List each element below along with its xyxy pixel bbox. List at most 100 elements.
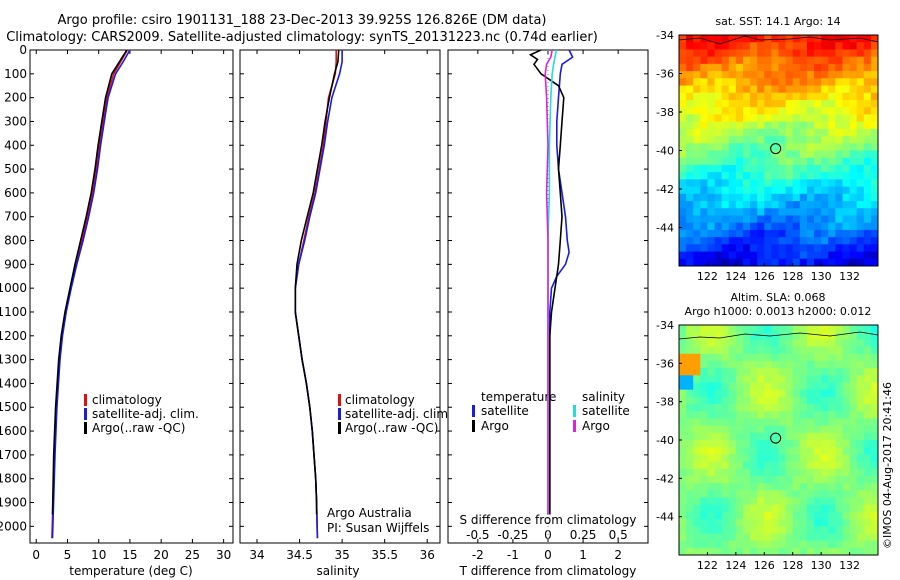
heatmap-cell bbox=[821, 475, 829, 484]
heatmap-cell bbox=[849, 85, 858, 94]
heatmap-cell bbox=[849, 353, 858, 362]
legend-argo: Argo(..raw -QC) bbox=[345, 421, 438, 435]
heatmap-cell bbox=[870, 186, 879, 195]
heatmap-cell bbox=[806, 346, 815, 355]
heatmap-cell bbox=[735, 511, 744, 520]
heatmap-cell bbox=[821, 461, 829, 470]
depth-tick-label: 1100 bbox=[0, 305, 27, 319]
heatmap-cell bbox=[870, 533, 879, 542]
heatmap-cell bbox=[771, 143, 779, 151]
heatmap-cell bbox=[764, 85, 772, 94]
heatmap-cell bbox=[792, 540, 801, 549]
heatmap-cell bbox=[750, 440, 758, 448]
heatmap-cell bbox=[686, 186, 694, 195]
x-tick-label: 2 bbox=[614, 548, 622, 562]
heatmap-cell bbox=[785, 208, 794, 216]
heatmap-cell bbox=[785, 215, 794, 224]
heatmap-cell bbox=[856, 389, 865, 398]
heatmap-cell bbox=[714, 193, 723, 202]
heatmap-cell bbox=[792, 63, 801, 72]
heatmap-cell bbox=[849, 533, 858, 542]
heatmap-cell bbox=[728, 150, 737, 159]
heatmap-cell bbox=[785, 440, 794, 448]
heatmap-cell bbox=[814, 396, 822, 405]
heatmap-cell bbox=[707, 483, 715, 491]
heatmap-cell bbox=[814, 215, 822, 224]
heatmap-cell bbox=[828, 411, 836, 419]
heatmap-cell bbox=[721, 244, 730, 252]
heatmap-cell bbox=[742, 85, 751, 94]
heatmap-cell bbox=[693, 389, 701, 398]
heatmap-cell bbox=[821, 222, 829, 231]
heatmap-cell bbox=[771, 454, 779, 462]
heatmap-cell bbox=[700, 447, 708, 455]
heatmap-cell bbox=[721, 71, 730, 79]
heatmap-cell bbox=[742, 475, 751, 484]
heatmap-cell bbox=[785, 179, 794, 187]
heatmap-cell bbox=[863, 244, 872, 252]
heatmap-cell bbox=[750, 404, 758, 412]
heatmap-cell bbox=[764, 229, 772, 238]
map-x-tick-label: 128 bbox=[782, 559, 803, 572]
heatmap-cell bbox=[814, 533, 822, 542]
heatmap-cell bbox=[757, 375, 765, 383]
heatmap-cell bbox=[728, 258, 737, 267]
heatmap-cell bbox=[814, 382, 822, 391]
heatmap-cell bbox=[707, 121, 715, 130]
heatmap-cell bbox=[849, 440, 858, 448]
heatmap-cell bbox=[721, 150, 730, 159]
heatmap-cell bbox=[742, 186, 751, 195]
heatmap-cell bbox=[750, 186, 758, 195]
heatmap-cell bbox=[700, 136, 708, 144]
heatmap-cell bbox=[721, 193, 730, 202]
heatmap-cell bbox=[757, 143, 765, 151]
heatmap-cell bbox=[771, 540, 779, 549]
heatmap-cell bbox=[750, 49, 758, 58]
heatmap-cell bbox=[700, 504, 708, 513]
heatmap-cell bbox=[764, 368, 772, 376]
heatmap-cell bbox=[821, 244, 829, 252]
heatmap-cell bbox=[750, 42, 758, 50]
heatmap-cell bbox=[828, 490, 836, 498]
heatmap-cell bbox=[856, 468, 865, 477]
heatmap-cell bbox=[785, 396, 794, 405]
heatmap-cell bbox=[714, 360, 723, 369]
heatmap-cell bbox=[806, 157, 815, 166]
heatmap-cell bbox=[821, 468, 829, 477]
heatmap-cell bbox=[707, 71, 715, 79]
heatmap-cell bbox=[721, 540, 730, 549]
heatmap-cell bbox=[735, 440, 744, 448]
heatmap-cell bbox=[806, 490, 815, 498]
heatmap-cell bbox=[700, 526, 708, 534]
heatmap-cell bbox=[714, 497, 723, 506]
heatmap-cell bbox=[799, 42, 808, 50]
heatmap-cell bbox=[778, 172, 787, 180]
heatmap-cell bbox=[821, 418, 829, 427]
heatmap-cell bbox=[849, 483, 858, 491]
heatmap-cell bbox=[785, 114, 794, 123]
heatmap-cell bbox=[714, 526, 723, 534]
heatmap-cell bbox=[728, 172, 737, 180]
heatmap-cell bbox=[686, 85, 694, 94]
heatmap-cell bbox=[728, 511, 737, 520]
temperature-legend: climatology satellite-adj. clim. Argo(..… bbox=[84, 393, 199, 435]
x-tick-label: -1 bbox=[507, 548, 519, 562]
heatmap-cell bbox=[693, 42, 701, 50]
heatmap-cell bbox=[735, 164, 744, 173]
heatmap-cell bbox=[757, 107, 765, 115]
heatmap-cell bbox=[785, 193, 794, 202]
heatmap-cell bbox=[806, 325, 815, 333]
heatmap-cell bbox=[757, 339, 765, 347]
heatmap-cell bbox=[821, 389, 829, 398]
heatmap-cell bbox=[735, 99, 744, 108]
heatmap-cell bbox=[849, 244, 858, 252]
heatmap-cell bbox=[735, 540, 744, 549]
heatmap-cell bbox=[721, 411, 730, 419]
heatmap-cell bbox=[693, 425, 701, 434]
heatmap-cell bbox=[842, 360, 850, 369]
heatmap-cell bbox=[849, 360, 858, 369]
heatmap-cell bbox=[707, 490, 715, 498]
heatmap-cell bbox=[693, 114, 701, 123]
heatmap-cell bbox=[842, 483, 850, 491]
legend-swatch-temp-argo bbox=[472, 420, 475, 432]
